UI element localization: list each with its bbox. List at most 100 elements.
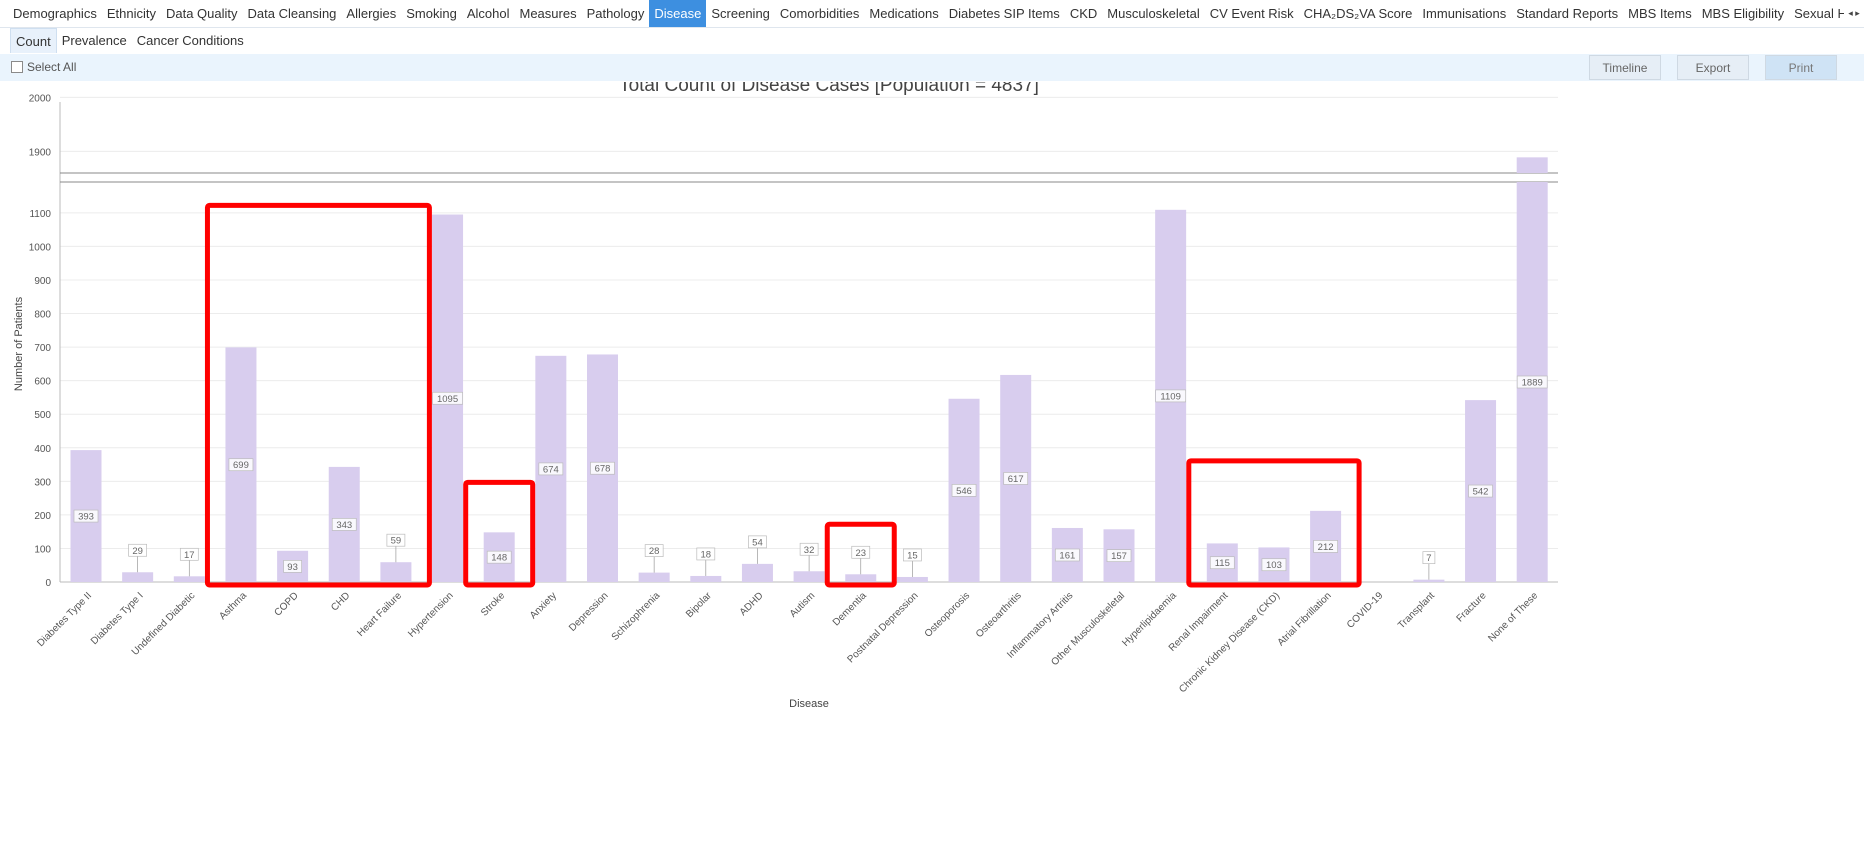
- tab-smoking[interactable]: Smoking: [406, 6, 457, 21]
- data-label-box: [179, 547, 199, 561]
- data-label: 678: [595, 464, 611, 475]
- bar: [896, 576, 928, 582]
- x-tick-label: Autism: [788, 590, 817, 619]
- data-label-box: [432, 391, 463, 405]
- x-tick-label: Hyperlipidaemia: [1120, 590, 1179, 649]
- data-label: 161: [1059, 550, 1075, 561]
- data-label-box: [486, 550, 512, 564]
- y-tick-label: 1100: [29, 209, 51, 220]
- data-label-box: [903, 548, 922, 562]
- subtab-prevalence[interactable]: Prevalence: [61, 33, 127, 48]
- data-label: 674: [543, 464, 559, 475]
- tab-diabetes-sip-items[interactable]: Diabetes SIP Items: [948, 6, 1060, 21]
- y-tick-label: 600: [34, 377, 51, 388]
- tab-cv-event-risk[interactable]: CV Event Risk: [1209, 6, 1294, 21]
- y-tick-label: 0: [45, 578, 51, 589]
- tab-scroll-arrows[interactable]: ◂ ▸: [1844, 0, 1864, 27]
- x-tick-label: None of These: [1486, 590, 1540, 644]
- tab-data-cleansing[interactable]: Data Cleansing: [247, 6, 337, 21]
- subtab-count[interactable]: Count: [10, 28, 57, 53]
- data-label-box: [386, 533, 406, 547]
- export-button[interactable]: Export: [1677, 55, 1749, 80]
- y-tick-label: 100: [34, 544, 51, 555]
- bar: [380, 562, 412, 582]
- data-label-box: [748, 535, 767, 549]
- data-label: 148: [491, 553, 507, 564]
- tab-comorbidities[interactable]: Comorbidities: [779, 6, 860, 21]
- highlight-box: [463, 479, 536, 588]
- tab-demographics[interactable]: Demographics: [13, 6, 97, 21]
- data-label-box: [1516, 375, 1548, 389]
- timeline-button[interactable]: Timeline: [1589, 55, 1661, 80]
- tab-mbs-items[interactable]: MBS Items: [1628, 6, 1692, 21]
- x-tick-label: Atrial Fibrillation: [1276, 590, 1334, 648]
- tab-immunisations[interactable]: Immunisations: [1422, 6, 1507, 21]
- y-tick-label: 300: [34, 477, 51, 488]
- data-label: 542: [1473, 487, 1489, 498]
- data-label: 32: [804, 545, 815, 556]
- tab-musculoskeletal[interactable]: Musculoskeletal: [1107, 6, 1200, 21]
- tab-allergies[interactable]: Allergies: [346, 6, 397, 21]
- x-tick-label: Schizophrenia: [610, 590, 663, 643]
- x-tick-label: Asthma: [217, 590, 249, 622]
- tab-disease[interactable]: Disease: [649, 0, 707, 27]
- x-tick-label: ADHD: [738, 590, 766, 618]
- tab-pathology[interactable]: Pathology: [586, 6, 645, 21]
- tab-screening[interactable]: Screening: [711, 6, 770, 21]
- y-tick-label: 700: [34, 343, 51, 354]
- print-button[interactable]: Print: [1765, 55, 1837, 80]
- data-label-box: [1468, 484, 1493, 498]
- x-tick-label: Stroke: [479, 590, 508, 619]
- x-tick-label: Transplant: [1396, 590, 1437, 631]
- bar: [1413, 579, 1445, 582]
- subtab-cancer-conditions[interactable]: Cancer Conditions: [136, 33, 244, 48]
- x-tick-label: Osteoporosis: [923, 590, 972, 639]
- data-label: 29: [132, 546, 143, 557]
- tab-standard-reports[interactable]: Standard Reports: [1516, 6, 1619, 21]
- y-tick-label: 1000: [29, 242, 52, 253]
- bar: [638, 572, 670, 582]
- data-label-box: [73, 509, 99, 523]
- tab-ethnicity[interactable]: Ethnicity: [106, 6, 156, 21]
- data-label-box: [1209, 556, 1235, 570]
- data-label: 93: [287, 562, 298, 573]
- highlight-box: [204, 202, 432, 588]
- data-label-box: [851, 545, 871, 559]
- toolbar: Select All Timeline Export Print: [0, 54, 1864, 81]
- y-tick-label: 200: [34, 511, 51, 522]
- main-tab-bar: Demographics Ethnicity Data Quality Data Cl…: [0, 0, 1864, 28]
- data-label: 157: [1111, 551, 1127, 562]
- sub-tab-bar: Count Prevalence Cancer Conditions: [0, 28, 1864, 53]
- tab-measures[interactable]: Measures: [519, 6, 577, 21]
- tab-data-quality[interactable]: Data Quality: [165, 6, 238, 21]
- data-label: 393: [78, 512, 94, 523]
- x-tick-label: Anxiety: [528, 590, 559, 621]
- data-label-box: [1155, 389, 1187, 403]
- tab-medications[interactable]: Medications: [869, 6, 939, 21]
- data-label-box: [1003, 472, 1029, 485]
- y-axis-label: Number of Patients: [13, 296, 25, 391]
- data-label-box: [696, 547, 716, 561]
- data-label: 1109: [1160, 391, 1180, 402]
- select-all-checkbox[interactable]: Select All: [11, 60, 76, 74]
- y-tick-label: 900: [34, 276, 51, 287]
- tab-cha-ds-va-score[interactable]: CHA₂DS₂VA Score: [1303, 6, 1413, 21]
- disease-count-chart: Total Count of Disease Cases [Population…: [13, 82, 1558, 710]
- data-label: 1095: [437, 394, 458, 405]
- checkbox-box[interactable]: [11, 61, 23, 73]
- data-label: 1889: [1522, 378, 1543, 389]
- data-label: 18: [701, 549, 712, 560]
- bar: [122, 572, 154, 582]
- data-label-box: [228, 458, 254, 472]
- bar: [793, 571, 825, 582]
- x-tick-label: Heart Failure: [355, 590, 404, 639]
- data-label-box: [1054, 548, 1080, 562]
- bar: [741, 563, 773, 582]
- select-all-label: Select All: [27, 60, 77, 74]
- tab-alcohol[interactable]: Alcohol: [466, 6, 510, 21]
- tab-ckd[interactable]: CKD: [1069, 6, 1098, 21]
- data-label: 103: [1266, 560, 1282, 571]
- tab-mbs-eligibility[interactable]: MBS Eligibility: [1701, 6, 1785, 21]
- data-label: 699: [233, 460, 249, 471]
- data-label: 546: [956, 486, 972, 497]
